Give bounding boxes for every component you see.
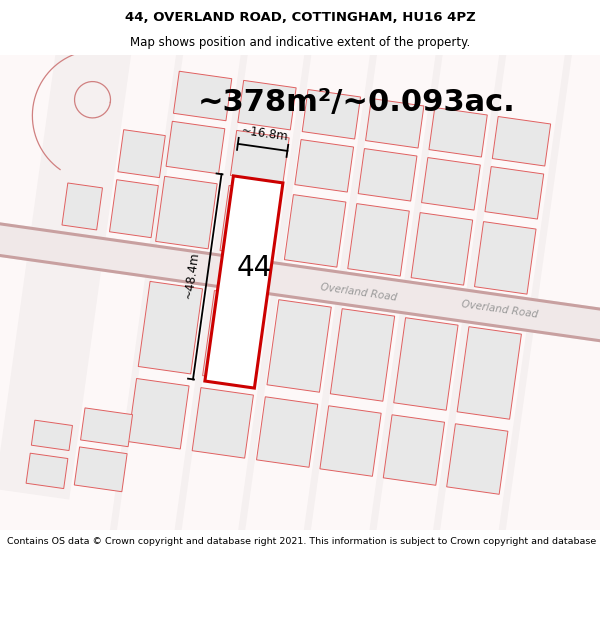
Polygon shape xyxy=(238,81,296,130)
Polygon shape xyxy=(361,0,451,593)
Polygon shape xyxy=(170,0,260,566)
Polygon shape xyxy=(0,0,139,499)
Polygon shape xyxy=(446,424,508,494)
Polygon shape xyxy=(475,222,536,294)
Polygon shape xyxy=(74,447,127,492)
Polygon shape xyxy=(457,327,521,419)
Polygon shape xyxy=(230,131,289,183)
Text: ~378m²/~0.093ac.: ~378m²/~0.093ac. xyxy=(198,88,516,118)
Polygon shape xyxy=(232,0,323,575)
Polygon shape xyxy=(205,176,283,388)
Text: Overland Road: Overland Road xyxy=(320,282,397,303)
Text: 44: 44 xyxy=(236,254,272,282)
Text: Contains OS data © Crown copyright and database right 2021. This information is : Contains OS data © Crown copyright and d… xyxy=(7,537,600,546)
Polygon shape xyxy=(0,240,600,356)
Polygon shape xyxy=(220,186,281,258)
Text: Map shows position and indicative extent of the property.: Map shows position and indicative extent… xyxy=(130,36,470,49)
Polygon shape xyxy=(348,204,409,276)
Polygon shape xyxy=(166,121,225,174)
Polygon shape xyxy=(493,116,551,166)
Polygon shape xyxy=(31,420,73,451)
Text: 44, OVERLAND ROAD, COTTINGHAM, HU16 4PZ: 44, OVERLAND ROAD, COTTINGHAM, HU16 4PZ xyxy=(125,11,475,24)
Polygon shape xyxy=(383,415,445,485)
Polygon shape xyxy=(394,318,458,410)
Polygon shape xyxy=(203,291,267,383)
Polygon shape xyxy=(485,167,544,219)
Polygon shape xyxy=(302,89,361,139)
Polygon shape xyxy=(128,379,189,449)
Polygon shape xyxy=(365,99,424,148)
Polygon shape xyxy=(0,209,600,325)
Polygon shape xyxy=(320,406,381,476)
Polygon shape xyxy=(358,149,417,201)
Polygon shape xyxy=(295,139,353,192)
Polygon shape xyxy=(62,183,103,230)
Polygon shape xyxy=(257,397,318,468)
Polygon shape xyxy=(155,176,217,249)
Polygon shape xyxy=(80,408,133,447)
Polygon shape xyxy=(267,300,331,392)
Polygon shape xyxy=(173,71,232,121)
Text: ~48.4m: ~48.4m xyxy=(182,250,201,299)
Polygon shape xyxy=(331,309,395,401)
Polygon shape xyxy=(106,0,197,557)
Text: Overland Road: Overland Road xyxy=(461,299,539,320)
Polygon shape xyxy=(422,158,481,210)
Polygon shape xyxy=(110,180,158,238)
Polygon shape xyxy=(138,281,203,374)
Polygon shape xyxy=(284,194,346,267)
Polygon shape xyxy=(192,388,253,458)
Polygon shape xyxy=(118,129,165,178)
Polygon shape xyxy=(429,107,487,157)
Polygon shape xyxy=(488,9,578,611)
Polygon shape xyxy=(296,0,387,584)
Polygon shape xyxy=(423,1,514,602)
Polygon shape xyxy=(26,453,68,489)
Polygon shape xyxy=(0,209,600,356)
Polygon shape xyxy=(411,213,473,285)
Text: ~16.8m: ~16.8m xyxy=(240,124,289,143)
